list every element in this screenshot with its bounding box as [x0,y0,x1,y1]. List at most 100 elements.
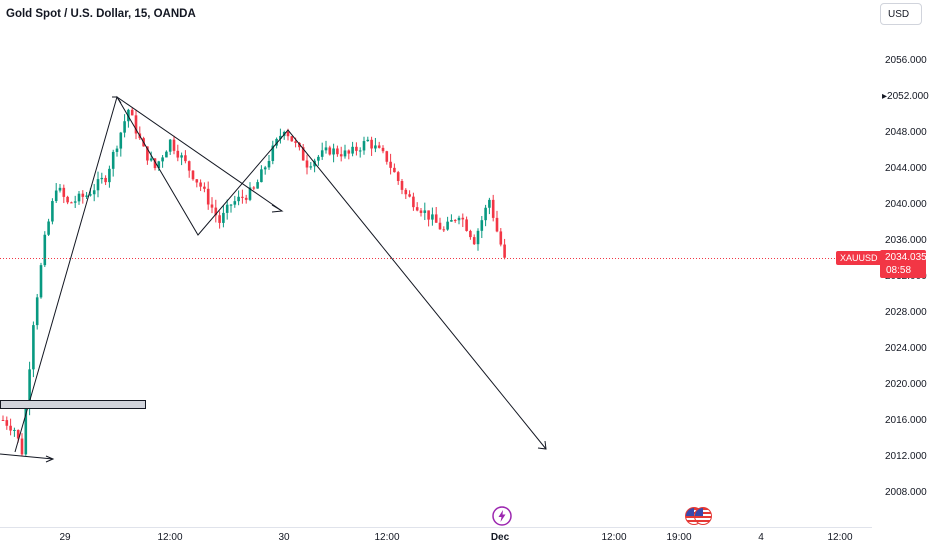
candle-down [495,217,499,232]
candle-up [488,199,491,208]
candle-up [317,156,320,161]
price-chart[interactable] [0,0,872,528]
candle-up [450,220,453,222]
candle-down [339,154,343,157]
price-tick: 2008.000 [885,487,927,498]
candle-up [271,145,275,161]
time-axis-border [0,527,872,528]
candle-down [427,210,430,220]
candle-down [438,222,442,230]
candle-down [465,219,468,231]
candle-up [24,407,28,455]
candle-up [89,194,92,196]
candle-up [358,150,362,152]
time-tick: 12:00 [827,532,853,543]
candle-up [119,132,123,149]
candle-up [111,151,115,169]
candle-down [453,220,457,222]
candle-down [62,187,66,197]
candle-up [13,429,16,431]
candle-down [408,194,411,197]
candle-down [499,231,503,245]
candle-up [51,201,54,222]
candle-up [47,221,50,235]
candle-down [290,136,294,142]
candle-up [85,195,88,197]
candle-up [476,230,480,245]
candle-up [248,187,252,200]
price-tick: 2044.000 [885,163,927,174]
candle-down [469,230,472,238]
candle-down [134,115,138,134]
arrowhead-lower [45,455,55,463]
candle-down [70,202,73,204]
candle-up [108,168,111,183]
candle-down [503,244,506,258]
time-tick: 12:00 [601,532,627,543]
candle-down [130,109,134,116]
candle-down [206,188,210,205]
candle-down [241,196,244,198]
candle-down [199,182,202,187]
candle-up [168,139,172,152]
price-tick: 2028.000 [885,307,927,318]
trend-drawings [0,95,547,463]
candle-down [412,196,415,208]
candle-up [332,148,335,155]
candle-down [328,147,332,155]
candle-up [32,325,35,370]
candle-up [123,121,126,133]
candle-up [165,151,168,158]
candle-up [229,204,233,206]
time-tick: 29 [59,532,71,543]
candle-down [252,187,256,189]
candle-down [389,161,392,168]
candle-up [58,187,62,191]
time-tick: 30 [278,532,290,543]
candle-up [43,234,47,266]
candle-down [491,199,495,218]
candle-up [237,196,240,202]
candle-up [39,265,43,298]
arrowhead-upper [271,204,284,213]
candle-down [203,186,206,189]
candle-up [362,141,366,151]
candle-down [461,217,465,220]
candle-down [214,207,218,216]
price-tick: 2016.000 [885,415,927,426]
candle-down [385,151,389,162]
time-tick: 12:00 [157,532,183,543]
support-zone-rectangle[interactable] [0,400,146,409]
candle-up [180,155,183,158]
candle-up [149,158,153,161]
candle-up [35,297,39,326]
candle-up [73,201,77,203]
candle-up [320,150,324,157]
price-tick: 2012.000 [885,451,927,462]
candle-up [351,146,354,154]
candle-down [305,160,309,168]
time-tick: 4 [758,532,764,543]
price-tick-active: ▸2052.000 [882,91,929,102]
candle-up [309,166,313,168]
us-flag-icon[interactable] [684,506,714,526]
candle-up [233,201,237,205]
zigzag-pattern-line [14,95,547,453]
candle-down [172,139,176,151]
candle-up [92,190,96,195]
last-price-box: 2034.035 08:58 [880,250,927,278]
candle-down [104,177,107,183]
time-tick: 19:00 [666,532,692,543]
candle-up [374,145,377,149]
price-tick: 2020.000 [885,379,927,390]
candle-up [324,147,328,151]
candle-down [184,155,187,162]
currency-button[interactable]: USD [880,3,922,25]
candle-down [16,429,20,439]
candles-layer [1,107,506,456]
candle-down [9,425,12,431]
candle-up [343,150,347,157]
lightning-icon[interactable] [492,506,512,526]
candle-up [100,177,104,180]
price-tick: 2040.000 [885,199,927,210]
